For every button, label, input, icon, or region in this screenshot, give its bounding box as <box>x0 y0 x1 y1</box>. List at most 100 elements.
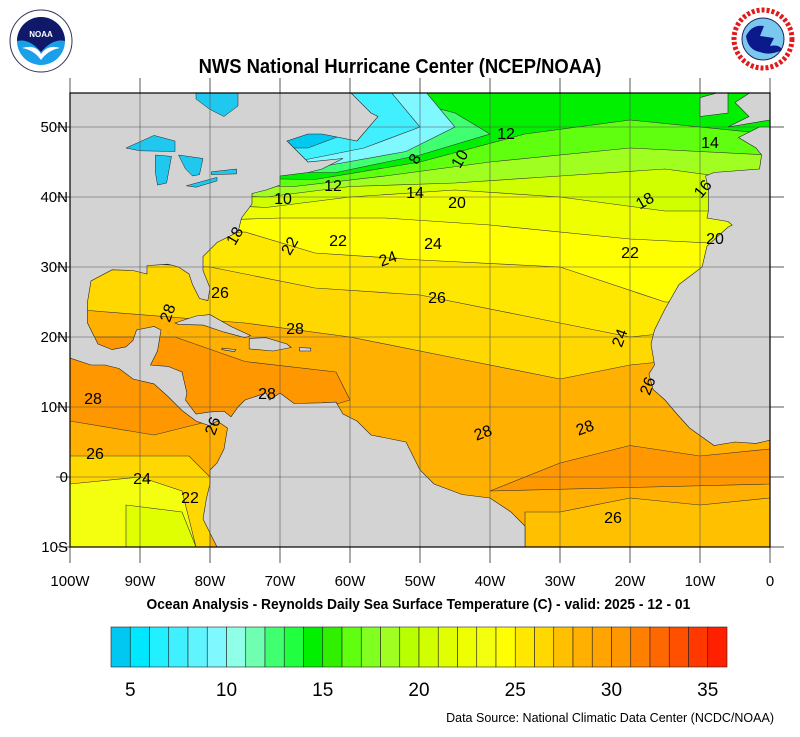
contour-label: 22 <box>181 490 199 507</box>
contour-label: 26 <box>202 415 224 438</box>
colorbar-swatch <box>495 626 516 668</box>
contour-label: 10 <box>449 147 473 171</box>
colorbar-label: 30 <box>601 680 622 701</box>
great-britain-land <box>727 93 770 128</box>
colorbar-swatch <box>226 626 247 668</box>
colorbar-swatch <box>264 626 285 668</box>
lat-tick-label: 10N <box>40 399 68 416</box>
page-title: NWS National Hurricane Center (NCEP/NOAA… <box>198 56 602 78</box>
colorbar-swatch <box>418 626 439 668</box>
lon-tick-label: 100W <box>50 573 90 590</box>
lon-tick-label: 60W <box>335 573 367 590</box>
land-masses <box>70 93 770 547</box>
contour-label: 20 <box>448 195 466 212</box>
lake-michigan <box>155 154 172 186</box>
colorbar-swatch <box>360 626 381 668</box>
lon-tick-label: 30W <box>545 573 577 590</box>
colorbar-swatch <box>110 626 131 668</box>
sst-contour-band <box>524 497 770 547</box>
contour-label: 24 <box>424 236 442 253</box>
contour-label: 26 <box>211 285 229 302</box>
colorbar-swatch <box>534 626 555 668</box>
europe-africa-land <box>648 126 770 446</box>
lon-tick-label: 90W <box>125 573 157 590</box>
contour-label: 10 <box>274 191 292 208</box>
colorbar-swatch <box>437 626 458 668</box>
lon-tick-label: 10W <box>685 573 717 590</box>
contour-label: 22 <box>279 234 303 258</box>
colorbar-label: 10 <box>216 680 237 701</box>
lake-erie <box>186 177 218 188</box>
colorbar-swatch <box>553 626 574 668</box>
colorbar-swatch <box>187 626 208 668</box>
contour-label: 22 <box>621 245 639 262</box>
contour-label: 28 <box>84 391 102 408</box>
contour-label: 28 <box>574 417 597 439</box>
map-frame <box>69 92 771 548</box>
lon-tick-label: 0 <box>766 573 774 590</box>
colorbar-swatch <box>476 626 497 668</box>
contour-label: 26 <box>637 375 659 398</box>
colorbar-swatch <box>457 626 478 668</box>
colorbar-swatch <box>380 626 401 668</box>
colorbar-swatch <box>572 626 593 668</box>
colorbar-swatch <box>149 626 170 668</box>
contour-label: 28 <box>157 302 179 325</box>
colorbar-swatch <box>129 626 150 668</box>
colorbar-swatch <box>707 626 728 668</box>
contour-label: 24 <box>377 248 400 270</box>
noaa-logo: NOAA <box>9 9 73 73</box>
colorbar-label: 35 <box>697 680 718 701</box>
contour-label: 22 <box>329 233 347 250</box>
lon-tick-label: 80W <box>195 573 227 590</box>
colorbar-swatch <box>322 626 343 668</box>
contour-label: 28 <box>286 321 304 338</box>
contour-label: 26 <box>604 510 622 527</box>
contour-label: 20 <box>706 231 724 248</box>
lat-tick-label: 20N <box>40 329 68 346</box>
colorbar-label: 15 <box>312 680 333 701</box>
lon-tick-label: 40W <box>475 573 507 590</box>
colorbar-label: 25 <box>505 680 526 701</box>
lat-tick-label: 10S <box>41 539 68 556</box>
cuba-land <box>174 314 252 339</box>
sst-contour-band <box>125 504 197 547</box>
lat-tick-label: 0 <box>60 469 68 486</box>
hudson-bay <box>195 93 239 117</box>
data-source: Data Source: National Climatic Data Cent… <box>446 711 774 725</box>
colorbar-swatch <box>611 626 632 668</box>
lat-tick-label: 50N <box>40 119 68 136</box>
contour-label: 26 <box>428 290 446 307</box>
colorbar-swatch <box>649 626 670 668</box>
contour-label: 12 <box>497 126 515 143</box>
colorbar-swatch <box>688 626 709 668</box>
contour-label: 14 <box>406 185 424 202</box>
contour-label: 18 <box>224 224 248 248</box>
colorbar-swatch <box>591 626 612 668</box>
lake-huron <box>178 154 204 177</box>
colorbar-swatch <box>668 626 689 668</box>
contour-label: 28 <box>258 386 276 403</box>
contour-label: 24 <box>133 471 151 488</box>
colorbar: 5 10 15 20 25 30 35 <box>110 626 728 701</box>
lon-tick-label: 20W <box>615 573 647 590</box>
colorbar-swatch <box>168 626 189 668</box>
hispaniola-land <box>248 337 292 352</box>
jamaica-land <box>221 347 237 353</box>
puerto-rico-land <box>299 347 312 352</box>
colorbar-swatch <box>303 626 324 668</box>
contour-label: 18 <box>633 190 657 214</box>
colorbar-label: 5 <box>125 680 136 701</box>
svg-text:NOAA: NOAA <box>29 30 53 39</box>
contour-label: 14 <box>701 135 719 152</box>
map-subtitle: Ocean Analysis - Reynolds Daily Sea Surf… <box>146 596 691 613</box>
colorbar-swatch <box>630 626 651 668</box>
contour-label: 28 <box>472 422 495 444</box>
axis-tick-labels: 100W 90W 80W 70W 60W 50W 40W 30W 20W 10W 0 50N 40N 30… <box>40 119 774 590</box>
contour-label: 26 <box>86 446 104 463</box>
lon-tick-label: 70W <box>265 573 297 590</box>
colorbar-swatch <box>514 626 535 668</box>
lat-tick-label: 30N <box>40 259 68 276</box>
contour-label: 24 <box>609 327 631 350</box>
lake-superior <box>125 135 176 152</box>
